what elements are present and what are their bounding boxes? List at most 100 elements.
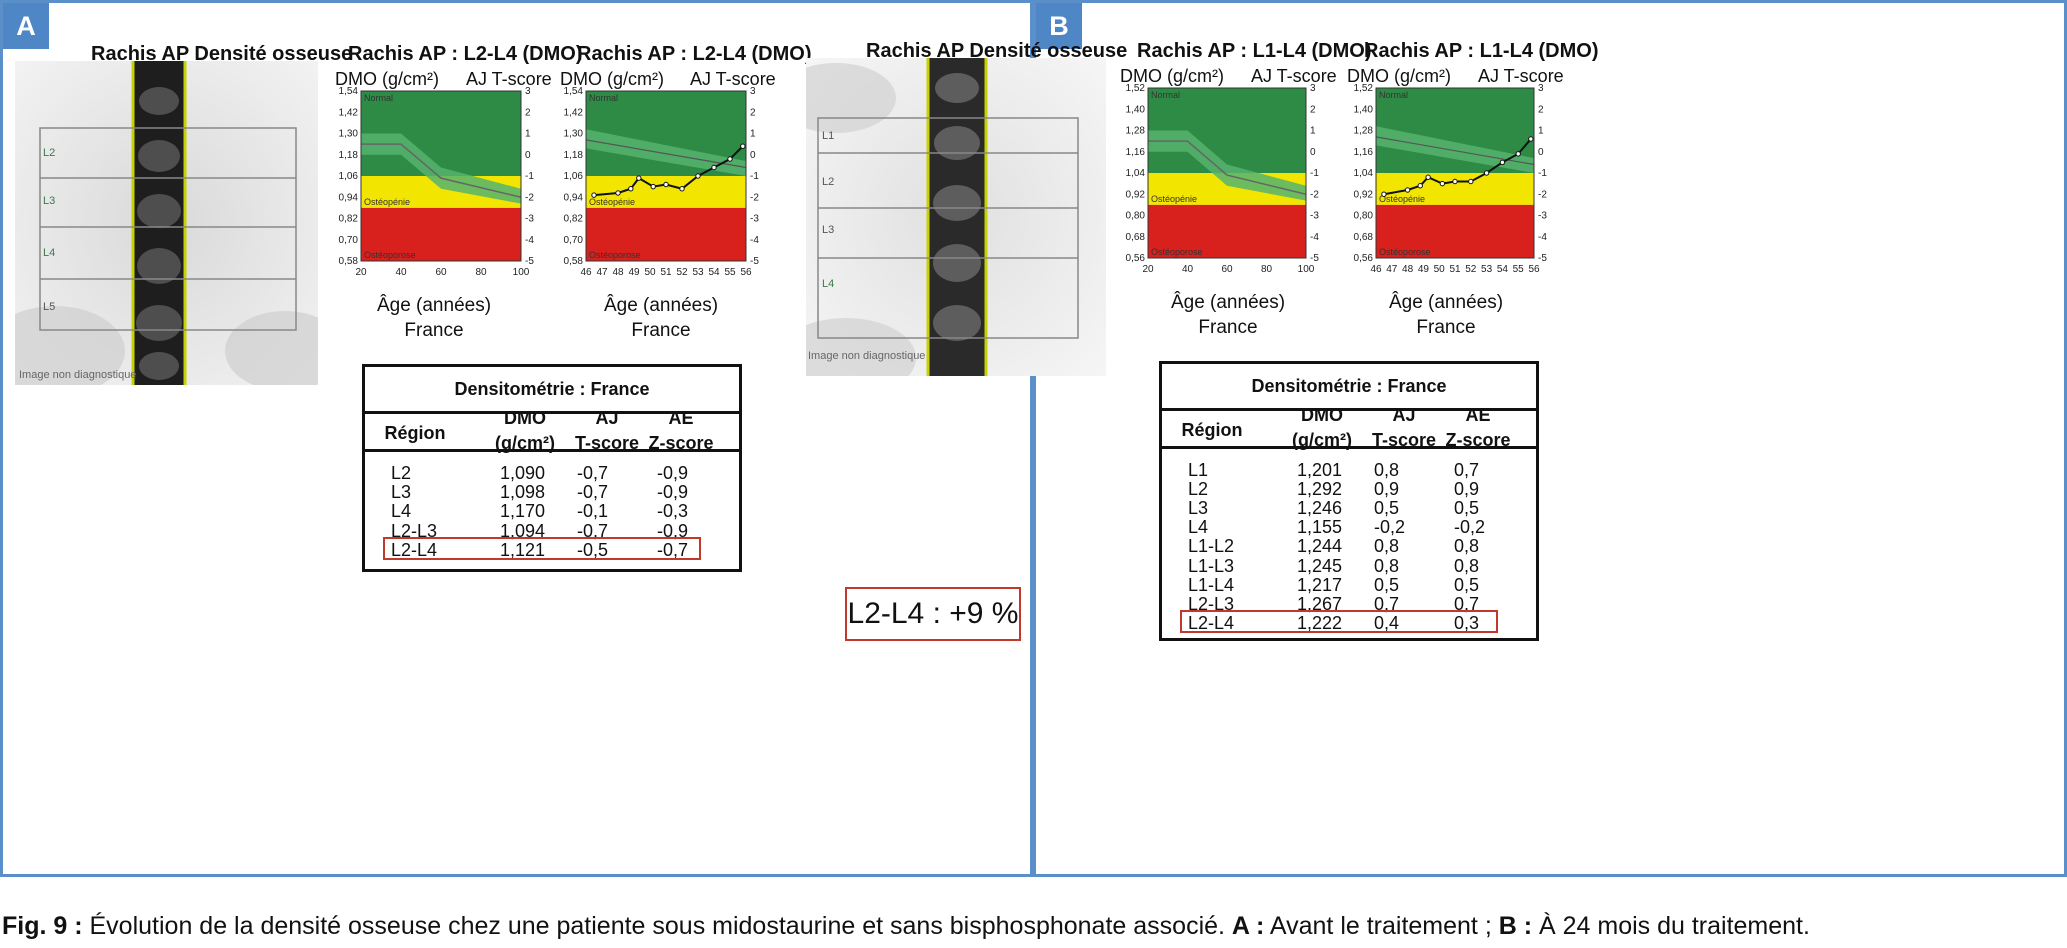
x-tick: 46 bbox=[580, 267, 592, 278]
zone-label: Normal bbox=[1379, 90, 1408, 100]
bmd-cell: 1,217 bbox=[1297, 574, 1343, 595]
x-tick: 20 bbox=[355, 267, 367, 278]
data-point bbox=[650, 183, 656, 190]
x-tick: 60 bbox=[1221, 264, 1233, 275]
y-left-tick: 1,06 bbox=[564, 171, 584, 182]
data-point bbox=[1515, 151, 1521, 157]
y-left-tick: 1,40 bbox=[1354, 104, 1374, 115]
spine-scan-image: L1 L2 L3 L4 Image non diagnostique bbox=[806, 58, 1106, 376]
chart-title: Rachis AP : L2-L4 (DMO) bbox=[348, 43, 583, 65]
x-axis-subtitle: France bbox=[631, 320, 691, 341]
vertebra-label: L5 bbox=[43, 301, 56, 313]
table-title: Densitométrie : France bbox=[1162, 364, 1536, 411]
x-tick: 40 bbox=[395, 267, 407, 278]
region-cell: L3 bbox=[1188, 498, 1209, 519]
y-right-tick: -5 bbox=[1538, 253, 1547, 264]
y-left-tick: 1,04 bbox=[1354, 168, 1374, 179]
col-header: AE Z-score bbox=[648, 408, 714, 453]
z-score-cell: -0,9 bbox=[657, 482, 689, 503]
x-tick: 48 bbox=[1402, 264, 1414, 275]
reference-mean-line bbox=[585, 139, 747, 169]
x-axis-title: Âge (années) bbox=[1170, 292, 1286, 313]
y-right-tick: -5 bbox=[1310, 253, 1319, 264]
image-watermark: Image non diagnostique bbox=[19, 369, 137, 381]
zone-label: Ostéoporose bbox=[589, 250, 641, 260]
x-tick: 46 bbox=[1370, 264, 1382, 275]
caption-b-text: À 24 mois du traitement. bbox=[1532, 912, 1810, 940]
data-point bbox=[1417, 183, 1423, 189]
col-header: DMO (g/cm²) bbox=[495, 408, 555, 453]
image-watermark: Image non diagnostique bbox=[808, 350, 926, 362]
col-header: AJ T-score bbox=[574, 408, 640, 453]
y-left-tick: 1,28 bbox=[1354, 126, 1374, 137]
y-left-tick: 1,30 bbox=[339, 129, 359, 140]
zone-label: Normal bbox=[1151, 90, 1180, 100]
region-cell: L4 bbox=[391, 501, 412, 522]
y-right-tick: -5 bbox=[750, 256, 759, 267]
reference-mean-line bbox=[1148, 140, 1307, 195]
bmd-cell: 1,090 bbox=[500, 463, 546, 483]
x-axis-label: Âge (années) France bbox=[1331, 290, 1561, 340]
bmd-cell: 1,267 bbox=[1297, 593, 1343, 614]
x-tick: 56 bbox=[740, 267, 752, 278]
y-right-tick: -4 bbox=[1538, 232, 1547, 243]
densitometry-table: Densitométrie : France Région DMO (g/cm²)… bbox=[1159, 361, 1539, 641]
t-score-cell: 0,7 bbox=[1374, 593, 1400, 614]
x-tick: 55 bbox=[1513, 264, 1525, 275]
y-left-label: DMO (g/cm²) bbox=[1120, 66, 1224, 86]
t-score-cell: 0,4 bbox=[1374, 612, 1400, 633]
zone-osteoporosis bbox=[1148, 204, 1306, 258]
caption-label: Fig. 9 : bbox=[2, 912, 83, 940]
header-rule bbox=[365, 449, 739, 452]
y-left-tick: 0,92 bbox=[1126, 189, 1146, 200]
y-left-tick: 0,80 bbox=[1354, 211, 1374, 222]
col-header: AJ T-score bbox=[1371, 405, 1437, 450]
vertebra-label: L3 bbox=[822, 224, 835, 236]
x-axis-title: Âge (années) bbox=[376, 295, 492, 316]
vertebra-label: L2 bbox=[43, 147, 56, 159]
y-left-tick: 1,52 bbox=[1354, 83, 1374, 94]
zone-osteopenia bbox=[586, 176, 746, 208]
y-left-tick: 1,18 bbox=[564, 150, 584, 161]
bmd-cell: 1,170 bbox=[500, 501, 546, 522]
image-title: Rachis AP Densité osseuse bbox=[91, 43, 353, 65]
x-tick: 53 bbox=[692, 267, 704, 278]
highlight-box bbox=[1180, 609, 1498, 633]
data-point bbox=[663, 181, 669, 188]
bmd-cell: 1,244 bbox=[1297, 536, 1343, 557]
data-point bbox=[727, 156, 733, 162]
t-score-cell: -0,7 bbox=[577, 482, 609, 503]
bmd-cell: 1,155 bbox=[1297, 517, 1343, 538]
zone-label: Normal bbox=[364, 93, 393, 103]
chart-title: Rachis AP : L1-L4 (DMO) bbox=[1137, 40, 1372, 62]
y-left-tick: 1,42 bbox=[564, 107, 584, 118]
y-right-tick: -5 bbox=[525, 256, 534, 267]
y-right-label: AJ T-score bbox=[690, 69, 776, 89]
data-point bbox=[1468, 178, 1474, 185]
data-point bbox=[636, 175, 642, 181]
z-score-cell: -0,9 bbox=[657, 520, 689, 541]
data-point bbox=[1439, 180, 1446, 187]
zone-label: Ostéoporose bbox=[364, 250, 416, 260]
y-right-tick: -1 bbox=[525, 171, 534, 182]
x-tick: 53 bbox=[1481, 264, 1493, 275]
t-score-cell: 0,5 bbox=[1374, 498, 1400, 519]
y-right-tick: 1 bbox=[1310, 126, 1316, 137]
zone-osteoporosis bbox=[361, 207, 521, 261]
x-tick: 20 bbox=[1142, 264, 1154, 275]
table-title: Densitométrie : France bbox=[365, 367, 739, 414]
z-score-cell: -0,3 bbox=[657, 501, 689, 522]
spine-scan-image: L2 L3 L4 L5 Image non diagnostique bbox=[15, 61, 318, 385]
x-tick: 50 bbox=[1434, 264, 1446, 275]
densitometry-table: Densitométrie : France Région DMO (g/cm²)… bbox=[362, 364, 742, 572]
reference-band bbox=[586, 129, 746, 176]
x-axis-subtitle: France bbox=[1198, 317, 1258, 338]
region-cell: L1-L3 bbox=[1188, 555, 1235, 576]
bmd-cell: 1,245 bbox=[1297, 555, 1343, 576]
y-right-tick: -3 bbox=[750, 214, 759, 225]
reference-band bbox=[1148, 130, 1306, 201]
x-tick: 56 bbox=[1528, 264, 1540, 275]
y-right-tick: -2 bbox=[525, 192, 534, 203]
caption-b-label: B : bbox=[1498, 912, 1533, 940]
region-cell: L1 bbox=[1188, 460, 1209, 480]
